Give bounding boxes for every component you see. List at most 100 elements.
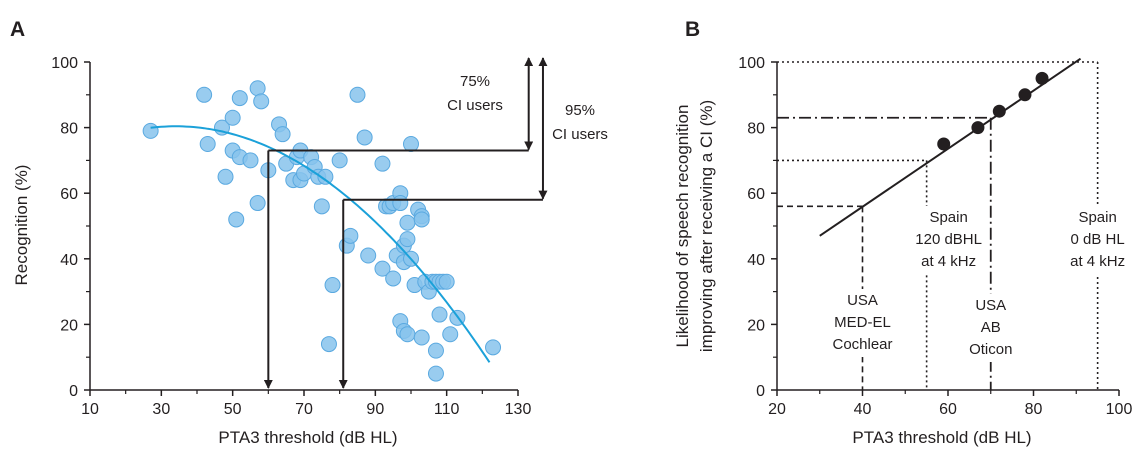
ref-label-spain-0-line3: at 4 kHz [1070,253,1125,270]
panel-a-y-tick-label-100: 100 [51,55,78,72]
panel-a-x-axis-label: PTA3 threshold (dB HL) [218,428,397,447]
data-point-27 [320,336,337,353]
data-point-65 [431,306,448,323]
data-point-28 [324,277,341,294]
data-point-12 [253,93,270,110]
panel-b-x-tick-label-100: 100 [1106,401,1133,418]
data-point-52 [403,136,419,152]
data-point-70 [485,339,502,356]
ref-label-usa-medel-cochlear-line1: USA [847,292,878,309]
marker-0 [937,137,951,151]
data-point-10 [242,152,259,169]
panel-a-axes: 10 30 50 70 90 110 130 0 20 40 60 80 100 [51,55,531,418]
data-point-11 [249,80,266,97]
ref-label-bg-usa-ab-oticon [961,294,1020,362]
data-point-15 [274,126,291,143]
panel-a-y-tick-label-60: 60 [60,186,78,203]
ref-label-usa-ab-oticon-line3: Oticon [969,341,1012,358]
annotation-95-line2: CI users [552,126,608,143]
panel-b-y-tick-label-40: 40 [747,252,765,269]
panel-b-x-tick-label-80: 80 [1025,401,1043,418]
ref-label-spain-0-line1: Spain [1078,209,1116,226]
ref-label-spain-120-line3: at 4 kHz [921,253,976,270]
panel-b-y-tick-label-60: 60 [747,186,765,203]
data-point-35 [374,260,391,277]
data-point-56 [413,211,430,228]
data-point-43 [392,195,409,212]
ref-label-usa-ab-oticon-line2: AB [981,319,1001,336]
panel-a-x-tick-label-130: 130 [505,401,532,418]
data-point-50 [399,326,416,343]
panel-a-x-tick-label-70: 70 [295,401,313,418]
data-point-2 [199,136,216,152]
data-point-71 [249,195,266,212]
data-point-62 [427,342,444,359]
data-point-49 [399,214,416,231]
panel-b-markers [937,71,1049,151]
ref-label-spain-0-line2: 0 dB HL [1071,231,1125,248]
annotation-75-line1: 75% [460,73,490,90]
marker-4 [1035,71,1049,85]
panel-a-y-tick-label-40: 40 [60,252,78,269]
panel-b-label: B [685,18,700,41]
ref-label-bg-usa-medel-cochlear [825,289,900,357]
panel-a-y-tick-label-20: 20 [60,317,78,334]
data-point-9 [231,90,248,107]
panel-a-x-tick-label-30: 30 [152,401,170,418]
data-point-25 [313,198,330,215]
marker-2 [992,104,1006,118]
data-point-68 [442,326,459,343]
panel-b-fit-line [819,57,1082,237]
panel-a-label: A [10,18,25,41]
data-point-6 [224,109,241,126]
panel-a-x-tick-label-50: 50 [224,401,242,418]
data-point-29 [331,152,348,169]
annotation-95-line1: 95% [565,102,595,119]
ref-label-usa-medel-cochlear-line2: MED-EL [834,314,891,331]
data-point-32 [349,86,366,103]
panel-a-y-tick-label-0: 0 [69,383,78,400]
panel-a-points [142,80,502,382]
annotation-75-line2: CI users [447,97,503,114]
panel-b-x-axis-label: PTA3 threshold (dB HL) [852,428,1031,447]
data-point-36 [374,155,391,172]
data-point-4 [217,168,234,185]
data-point-40 [385,270,402,287]
panel-a-fit-curve [150,125,491,363]
panel-b-x-tick-label-60: 60 [939,401,957,418]
data-point-1 [196,86,213,103]
data-point-0 [142,122,159,139]
ref-label-spain-120-line1: Spain [929,209,967,226]
data-point-7 [228,211,245,228]
panel-b-y-tick-label-80: 80 [747,121,765,138]
panel-a: A 10 30 50 70 90 110 130 0 20 40 60 80 100 PTA3 thre… [10,18,608,447]
panel-b-y-tick-label-20: 20 [747,317,765,334]
panel-b-y-axis-label-line1: Likelihood of speech recognition [673,105,692,348]
ref-label-bg-spain-0 [1060,206,1135,274]
panel-a-y-tick-label-80: 80 [60,121,78,138]
panel-a-y-axis-label: Recognition (%) [12,165,31,286]
panel-b-y-tick-label-100: 100 [738,55,765,72]
marker-3 [1018,88,1032,102]
panel-a-x-tick-label-110: 110 [434,401,460,418]
data-point-26 [317,168,334,185]
panel-b-reference-labels: USA MED-EL Cochlear Spain 120 dBHL at 4 kHz US… [825,206,1135,362]
ref-label-usa-medel-cochlear-line3: Cochlear [832,336,892,353]
marker-1 [971,121,985,135]
panel-b-y-tick-label-0: 0 [756,383,765,400]
data-point-48 [399,231,416,248]
panel-b-x-tick-label-20: 20 [768,401,786,418]
panel-a-x-tick-label-10: 10 [81,401,99,418]
panel-b-x-tick-label-40: 40 [854,401,872,418]
data-point-33 [356,129,373,146]
data-point-61 [427,365,444,382]
data-point-67 [438,273,455,290]
panel-b-y-axis-label-line2: improving after receiving a CI (%) [697,100,716,352]
ref-label-spain-120-line2: 120 dBHL [915,231,982,248]
data-point-31 [342,227,359,244]
panel-a-threshold-arrows [263,57,548,389]
data-point-34 [360,247,377,264]
